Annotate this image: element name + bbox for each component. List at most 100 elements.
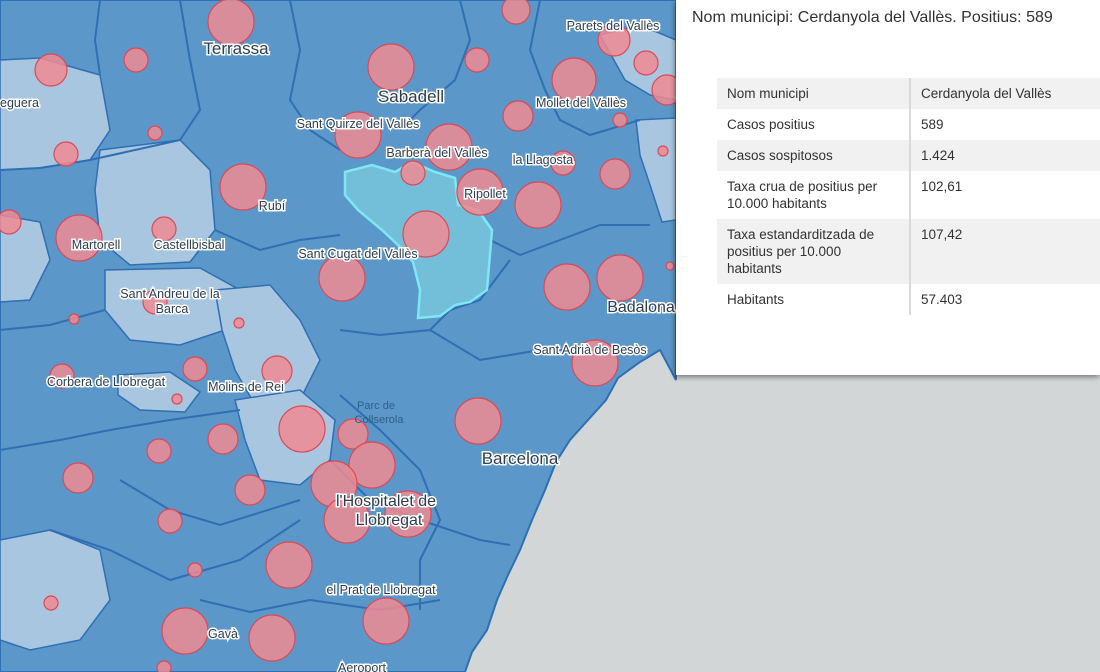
label-sant-andreu-2: Barca <box>156 302 189 316</box>
bubble[interactable] <box>147 125 163 141</box>
table-row: Casos positius 589 <box>717 109 1100 140</box>
attribute-table: Nom municipi Cerdanyola del Vallès Casos… <box>717 78 1100 315</box>
bubble[interactable] <box>0 209 22 235</box>
label-parets: Parets del Vallès <box>567 19 660 33</box>
table-row: Taxa crua de positius per 10.000 habitan… <box>717 171 1100 219</box>
label-barbera: Barberà del Vallès <box>386 146 487 160</box>
bubble[interactable] <box>278 405 326 453</box>
table-row: Taxa estandarditzada de positius per 10.… <box>717 219 1100 284</box>
label-corbera: Corbera de Llobregat <box>47 375 166 389</box>
bubble[interactable] <box>151 216 177 242</box>
label-el-prat: el Prat de Llobregat <box>326 583 436 597</box>
table-row: Habitants 57.403 <box>717 284 1100 315</box>
bubble[interactable] <box>348 441 396 489</box>
bubble[interactable] <box>362 597 410 645</box>
bubble[interactable] <box>219 163 267 211</box>
attribute-value: 57.403 <box>910 284 1100 315</box>
label-aeroport: Aeroport <box>338 661 386 672</box>
bubble[interactable] <box>657 145 669 157</box>
bubble[interactable] <box>454 397 502 445</box>
label-hospitalet-2: Llobregat <box>356 512 423 529</box>
bubble[interactable] <box>146 438 172 464</box>
bubble[interactable] <box>571 339 619 387</box>
bubble[interactable] <box>187 562 203 578</box>
label-badalona: Badalona <box>607 299 675 316</box>
bubble[interactable] <box>171 393 183 405</box>
bubble[interactable] <box>550 150 576 176</box>
bubble[interactable] <box>402 210 450 258</box>
label-parc-2: Collserola <box>355 414 405 426</box>
bubble[interactable] <box>233 317 245 329</box>
bubble[interactable] <box>597 23 631 57</box>
label-barcelona: Barcelona <box>482 449 559 468</box>
bubble[interactable] <box>337 418 369 450</box>
attribute-key: Casos positius <box>717 109 911 140</box>
bubble[interactable] <box>43 595 59 611</box>
bubble[interactable] <box>55 214 103 262</box>
bubble[interactable] <box>367 43 415 91</box>
bubble[interactable] <box>123 47 149 73</box>
bubble[interactable] <box>633 50 659 76</box>
bubble[interactable] <box>318 254 366 302</box>
label-ripollet: Ripollet <box>464 187 506 201</box>
bubble[interactable] <box>207 0 255 46</box>
label-terrassa: Terrassa <box>203 39 269 58</box>
label-sant-quirze: Sant Quirze del Vallès <box>297 117 420 131</box>
bubble[interactable] <box>596 254 644 302</box>
label-sant-cugat: Sant Cugat del Vallès <box>298 247 417 261</box>
feature-popup: Nom municipi: Cerdanyola del Vallès. Pos… <box>676 0 1100 375</box>
label-gava: Gavà <box>208 627 238 641</box>
bubble[interactable] <box>456 168 504 216</box>
label-hospitalet-1: l'Hospitalet de <box>336 493 436 510</box>
bubble[interactable] <box>599 158 631 190</box>
bubble[interactable] <box>514 181 562 229</box>
bubble[interactable] <box>425 123 473 171</box>
label-parc-1: Parc de <box>357 400 395 412</box>
bubble[interactable] <box>464 47 490 73</box>
popup-title: Nom municipi: Cerdanyola del Vallès. Pos… <box>692 9 1053 26</box>
bubble[interactable] <box>665 261 675 271</box>
attribute-key: Nom municipi <box>717 78 911 109</box>
bubble[interactable] <box>234 474 266 506</box>
bubble[interactable] <box>501 0 531 25</box>
bubble[interactable] <box>265 541 313 589</box>
bubble[interactable] <box>384 490 432 538</box>
attribute-value: 107,42 <box>910 219 1100 284</box>
label-sant-andreu-1: Sant Andreu de la <box>120 287 219 301</box>
label-llagosta: la Llagosta <box>513 153 574 167</box>
map-labels: Terrassa Sabadell Parets del Vallès Moll… <box>0 18 676 672</box>
bubble[interactable] <box>53 141 79 167</box>
bubble[interactable] <box>157 508 183 534</box>
bubble[interactable] <box>207 423 239 455</box>
attribute-key: Taxa crua de positius per 10.000 habitan… <box>717 171 911 219</box>
bubble[interactable] <box>323 496 371 544</box>
bubble[interactable] <box>62 462 94 494</box>
bubble[interactable] <box>34 53 68 87</box>
attribute-key: Casos sospitosos <box>717 140 911 171</box>
label-molins: Molins de Rei <box>208 380 284 394</box>
bubble[interactable] <box>543 263 591 311</box>
bubble[interactable] <box>156 660 172 672</box>
bubble[interactable] <box>161 607 209 655</box>
label-martorell: Martorell <box>72 238 121 252</box>
attribute-value: 589 <box>910 109 1100 140</box>
attribute-key: Taxa estandarditzada de positius per 10.… <box>717 219 911 284</box>
bubble[interactable] <box>248 614 296 662</box>
bubble[interactable] <box>68 313 80 325</box>
label-mollet: Mollet del Vallès <box>536 96 626 110</box>
bubble[interactable] <box>142 289 168 315</box>
bubble[interactable] <box>612 112 628 128</box>
bubble[interactable] <box>551 57 597 103</box>
label-castellbisbal: Castellbisbal <box>154 238 225 252</box>
table-row: Nom municipi Cerdanyola del Vallès <box>717 78 1100 109</box>
bubble[interactable] <box>49 363 75 389</box>
bubble[interactable] <box>334 111 382 159</box>
attribute-value: 1.424 <box>910 140 1100 171</box>
bubble[interactable] <box>502 100 534 132</box>
bubble[interactable] <box>182 356 208 382</box>
bubble[interactable] <box>400 160 426 186</box>
attribute-key: Habitants <box>717 284 911 315</box>
bubble[interactable] <box>261 355 293 387</box>
label-sant-adria: Sant Adrià de Besòs <box>533 343 646 357</box>
label-sabadell: Sabadell <box>378 87 444 106</box>
